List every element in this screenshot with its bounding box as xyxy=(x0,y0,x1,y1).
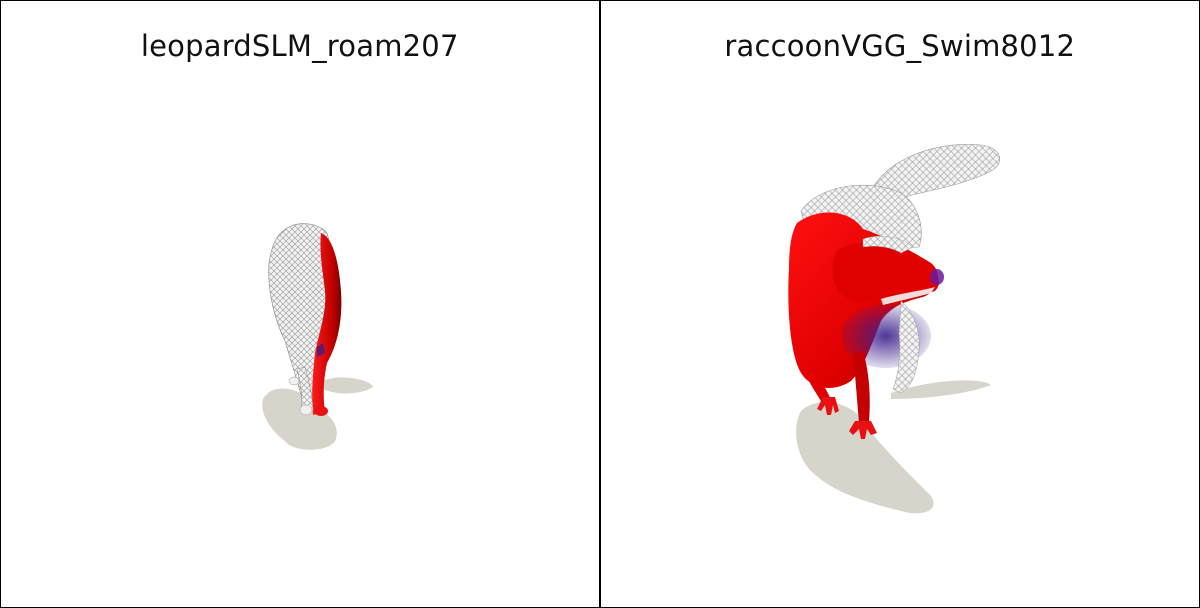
mesh-tail xyxy=(870,144,1000,202)
ground-shadow xyxy=(262,388,337,450)
ground-shadow xyxy=(795,402,934,514)
panel-title: leopardSLM_roam207 xyxy=(140,29,459,63)
leopard-render xyxy=(262,223,373,450)
raccoon-render xyxy=(787,144,1000,514)
red-overlay xyxy=(312,233,342,415)
right-panel: raccoonVGG_Swim8012 xyxy=(601,1,1200,607)
panel-title: raccoonVGG_Swim8012 xyxy=(724,29,1076,63)
left-panel: leopardSLM_roam207 xyxy=(1,1,601,607)
